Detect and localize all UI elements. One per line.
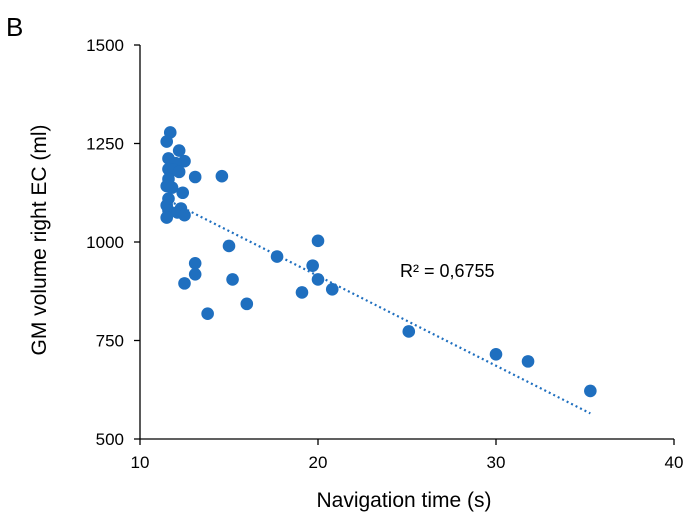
panel-label: B	[6, 12, 23, 42]
x-axis-ticks: 10 20 30 40	[131, 439, 684, 472]
x-tick-label: 40	[665, 453, 684, 472]
data-point	[489, 347, 503, 361]
y-tick-label: 750	[96, 332, 124, 351]
data-point	[325, 282, 339, 296]
data-point	[178, 208, 191, 222]
data-point	[584, 384, 597, 398]
y-axis-ticks: 500 750 1000 1250 1500	[86, 36, 140, 449]
data-point	[311, 234, 325, 248]
data-point	[201, 307, 214, 321]
data-point	[306, 259, 319, 272]
data-point	[240, 297, 254, 311]
y-axis-title: GM volume right EC (ml)	[28, 124, 51, 355]
y-tick-label: 1000	[86, 233, 124, 252]
data-point	[188, 268, 202, 281]
r-squared-label: R² = 0,6755	[400, 261, 495, 281]
data-point	[172, 144, 186, 157]
trendline	[164, 197, 591, 415]
x-tick-label: 10	[131, 453, 150, 472]
y-tick-label: 1500	[86, 36, 124, 55]
data-point	[311, 273, 325, 286]
x-axis-title: Navigation time (s)	[316, 489, 491, 512]
data-point	[402, 325, 416, 338]
y-tick-label: 1250	[86, 135, 124, 154]
data-point	[188, 170, 202, 184]
data-point	[172, 165, 186, 179]
data-point	[160, 211, 173, 224]
data-point	[160, 135, 173, 148]
data-point	[165, 181, 179, 194]
x-tick-label: 20	[309, 453, 328, 472]
data-point	[222, 239, 236, 253]
data-point	[226, 273, 239, 286]
data-point	[176, 186, 190, 200]
y-axis-title-wrapper: GM volume right EC (ml)	[28, 124, 51, 355]
data-point	[521, 355, 535, 368]
x-tick-label: 30	[487, 453, 506, 472]
data-point	[178, 277, 191, 290]
y-tick-label: 500	[96, 430, 124, 449]
data-point	[270, 250, 284, 263]
data-point	[295, 286, 309, 299]
data-point	[215, 169, 229, 183]
data-points	[160, 126, 597, 398]
data-point	[188, 256, 202, 270]
